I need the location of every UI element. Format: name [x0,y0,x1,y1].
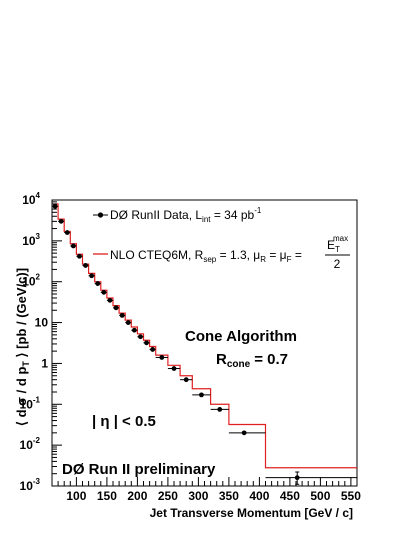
data-point-marker [95,281,101,286]
data-point-marker [144,340,149,346]
data-point [70,243,77,249]
data-point [131,327,138,333]
x-tick-label: 500 [310,489,330,503]
x-tick-label: 100 [66,489,86,503]
fraction-denominator: 2 [334,257,341,271]
data-point [228,430,266,436]
data-point-marker [125,320,131,325]
data-point-marker [70,243,76,249]
data-point [265,471,357,485]
y-tick-label: 10-3 [20,477,41,493]
x-axis-title: Jet Transverse Momentum [GeV / c] [150,506,353,520]
experiment-label: DØ Run II preliminary [62,461,216,478]
data-point [149,347,156,352]
y-axis-title: ⟨ d σ / d pT ⟩ [pb / (GeV/c)] [14,268,31,426]
x-tick-label: 200 [127,489,147,503]
data-point [155,355,168,360]
x-tick-label: 450 [280,489,300,503]
y-tick-label: 102 [22,273,40,289]
x-tick-label: 550 [341,489,361,503]
data-point [143,340,150,346]
data-point [210,406,229,412]
y-tick-label: 10-1 [20,395,41,411]
x-tick-label: 350 [219,489,239,503]
data-point [192,392,211,398]
algorithm-label: Cone Algorithm [185,328,297,345]
data-point-marker [58,218,64,224]
data-point-marker [150,347,156,352]
legend-theory-label: NLO CTEQ6M, Rsep = 1.3, μR = μF = [110,248,302,264]
data-point-marker [138,334,143,340]
data-point-marker [241,430,247,436]
data-point [64,230,71,235]
data-point [119,312,126,318]
data-point-marker [77,253,82,259]
data-point-marker [113,305,119,311]
data-point [125,320,132,325]
legend-entry-data: DØ RunII Data, Lint = 34 pb-1 [93,206,262,224]
data-point-marker [107,297,113,303]
data-points [52,203,357,485]
data-point-marker [183,377,189,383]
data-point [113,305,120,311]
legend: DØ RunII Data, Lint = 34 pb-1 NLO CTEQ6M… [93,206,350,271]
x-tick-label: 250 [158,489,178,503]
data-point-marker [294,475,300,481]
data-point-marker [171,366,177,371]
data-point-marker [159,355,165,360]
data-point-marker [199,392,204,398]
data-point-marker [89,273,95,279]
x-tick-label: 150 [97,489,117,503]
x-tick-label: 400 [249,489,269,503]
data-point-marker [131,327,137,333]
data-point [167,366,181,371]
data-point [180,377,193,383]
data-point [76,253,83,259]
data-point-marker [217,406,223,412]
data-point-marker [64,230,70,235]
nlo-theory-histogram [52,203,357,469]
data-point [106,297,113,303]
y-tick-label: 104 [22,191,40,207]
data-point [88,273,95,279]
data-point-marker [101,289,107,295]
data-point [94,281,101,286]
data-point-marker [119,312,125,318]
data-point [100,289,107,295]
fraction-numerator: ET [327,238,340,254]
nlo-histogram-line [52,203,357,469]
eta-cut-label: | η | < 0.5 [92,413,156,430]
axes: 100 150 200 250 300 350 400 450 500 550 10-3 10-2 10… [20,191,362,503]
legend-data-label: DØ RunII Data, Lint = 34 pb-1 [110,206,262,224]
y-tick-label: 1 [41,356,48,370]
rcone-label: Rcone = 0.7 [216,351,288,370]
data-point-marker [83,263,88,268]
data-point [58,218,65,224]
y-tick-label: 10 [35,316,49,330]
y-tick-label: 10-2 [20,436,41,452]
legend-theory-fraction: ET max 2 [325,234,350,271]
y-tick-label: 103 [22,232,40,248]
legend-entry-theory: NLO CTEQ6M, Rsep = 1.3, μR = μF = ET max… [93,234,350,271]
x-tick-label: 300 [188,489,208,503]
data-point [137,334,144,340]
data-point [82,263,89,268]
fraction-numerator-sup: max [333,234,348,243]
legend-data-marker [97,212,104,218]
